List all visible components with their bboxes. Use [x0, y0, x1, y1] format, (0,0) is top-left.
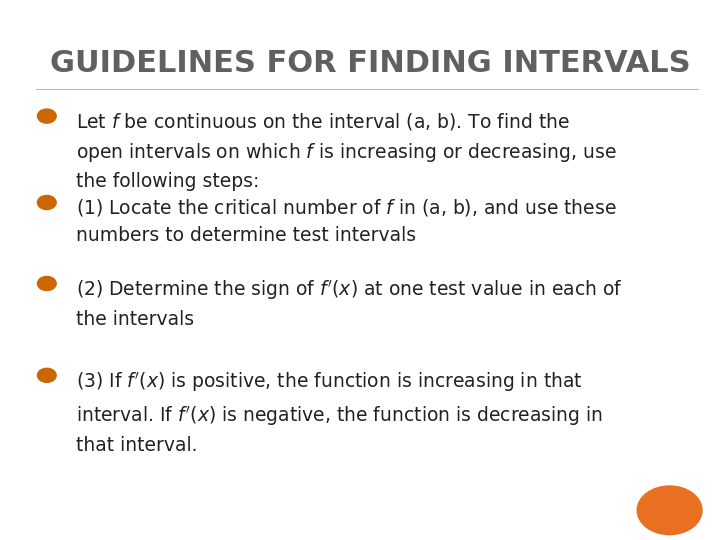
- Text: GUIDELINES FOR FINDING INTERVALS: GUIDELINES FOR FINDING INTERVALS: [50, 49, 691, 78]
- Circle shape: [37, 368, 56, 382]
- Circle shape: [37, 195, 56, 210]
- Text: (3) If $f'(x)$ is positive, the function is increasing in that
interval. If $f'(: (3) If $f'(x)$ is positive, the function…: [76, 370, 603, 455]
- Circle shape: [637, 486, 702, 535]
- Text: (1) Locate the critical number of $f$ in (a, b), and use these
numbers to determ: (1) Locate the critical number of $f$ in…: [76, 197, 616, 245]
- Text: (2) Determine the sign of $f'(x)$ at one test value in each of
the intervals: (2) Determine the sign of $f'(x)$ at one…: [76, 278, 622, 329]
- Circle shape: [37, 276, 56, 291]
- Text: Let $f$ be continuous on the interval (a, b). To find the
open intervals on whic: Let $f$ be continuous on the interval (a…: [76, 111, 616, 191]
- Circle shape: [37, 109, 56, 123]
